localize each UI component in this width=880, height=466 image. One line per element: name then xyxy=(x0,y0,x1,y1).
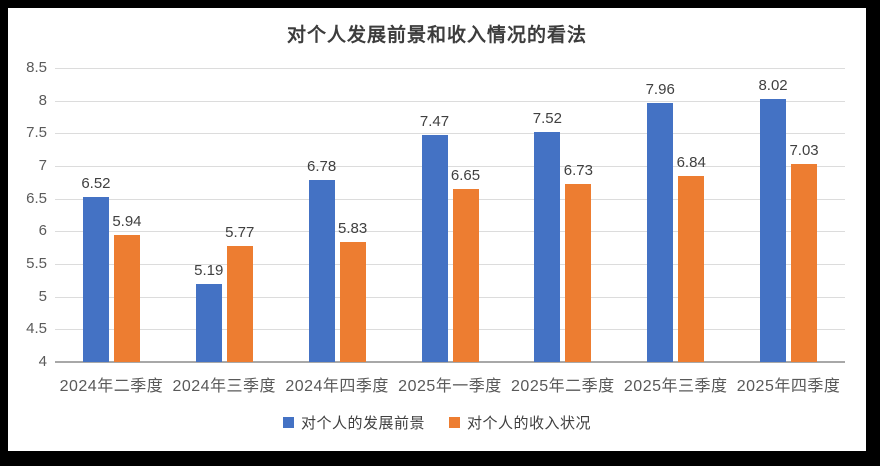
x-tick-label: 2024年四季度 xyxy=(285,378,389,395)
y-tick-label: 5 xyxy=(38,287,47,305)
x-tick-label: 2025年一季度 xyxy=(398,378,502,395)
x-tick-label: 2025年二季度 xyxy=(511,378,615,395)
bar-series2-cat4 xyxy=(452,188,479,362)
bar-series2-cat2 xyxy=(226,246,253,362)
x-tick-label: 2024年三季度 xyxy=(172,378,277,395)
chart-surface: 对个人发展前景和收入情况的看法 4 4.5 5 5.5 6 6.5 7 7.5 8 8.5 6.52… xyxy=(8,8,866,451)
x-tick-label: 2024年二季度 xyxy=(59,378,164,395)
legend-item: 对个人的发展前景 xyxy=(282,412,425,433)
legend-swatch-icon xyxy=(282,417,294,428)
y-tick-label: 4 xyxy=(38,353,47,370)
bar-series1-cat7 xyxy=(760,99,787,362)
bar-series2-cat5 xyxy=(565,183,592,362)
x-axis-line xyxy=(55,361,845,363)
y-tick-label: 7.5 xyxy=(26,124,47,142)
data-label: 5.83 xyxy=(338,220,368,238)
data-label: 6.78 xyxy=(307,158,337,176)
data-label: 7.47 xyxy=(419,113,450,131)
bar-series1-cat6 xyxy=(647,103,674,362)
grid-line xyxy=(55,296,845,298)
data-label: 5.94 xyxy=(112,213,142,231)
x-tick-label: 2025年四季度 xyxy=(736,378,841,395)
data-label: 7.96 xyxy=(645,81,675,99)
legend-label: 对个人的收入状况 xyxy=(467,415,592,432)
grid-line xyxy=(55,329,845,331)
y-tick-label: 5.5 xyxy=(26,255,47,272)
y-tick-label: 4.5 xyxy=(26,320,47,338)
data-label: 6.65 xyxy=(450,166,481,184)
bar-series1-cat4 xyxy=(421,135,448,362)
data-label: 5.19 xyxy=(194,262,224,280)
bar-series1-cat2 xyxy=(195,284,222,362)
bar-series2-cat1 xyxy=(113,235,140,362)
grid-line xyxy=(55,68,845,69)
data-label: 7.03 xyxy=(789,142,819,160)
bar-series1-cat1 xyxy=(82,197,109,362)
legend-item: 对个人的收入状况 xyxy=(449,412,591,433)
data-label: 6.73 xyxy=(563,161,593,179)
grid-line xyxy=(55,166,845,167)
grid-line xyxy=(55,198,845,200)
bar-series2-cat3 xyxy=(339,242,366,362)
bar-series1-cat5 xyxy=(534,132,561,362)
plot-area: 4 4.5 5 5.5 6 6.5 7 7.5 8 8.5 6.52 5.94 2024年二季度 5.19… xyxy=(26,59,845,395)
bar-series2-cat7 xyxy=(791,164,818,362)
chart-title: 对个人发展前景和收入情况的看法 xyxy=(286,25,587,46)
legend-label: 对个人的发展前景 xyxy=(300,415,425,432)
y-tick-label: 6 xyxy=(38,222,47,240)
grid-line xyxy=(55,264,845,265)
legend-swatch-icon xyxy=(449,417,460,428)
y-tick-label: 7 xyxy=(38,157,47,174)
grid-line xyxy=(55,133,845,135)
data-label: 6.52 xyxy=(81,175,111,193)
data-label: 8.02 xyxy=(758,77,788,95)
grid-line xyxy=(55,100,845,102)
y-tick-label: 8 xyxy=(38,91,47,109)
data-label: 5.77 xyxy=(225,224,255,242)
x-tick-label: 2025年三季度 xyxy=(623,378,728,395)
data-label: 7.52 xyxy=(532,110,562,128)
y-tick-label: 6.5 xyxy=(26,189,47,207)
grid-line xyxy=(55,231,845,233)
chart-legend: 对个人的发展前景 对个人的收入状况 xyxy=(8,412,866,433)
data-label: 6.84 xyxy=(676,154,706,172)
y-tick-label: 8.5 xyxy=(26,59,47,76)
bar-series1-cat3 xyxy=(308,180,335,362)
bar-series2-cat6 xyxy=(678,176,705,362)
